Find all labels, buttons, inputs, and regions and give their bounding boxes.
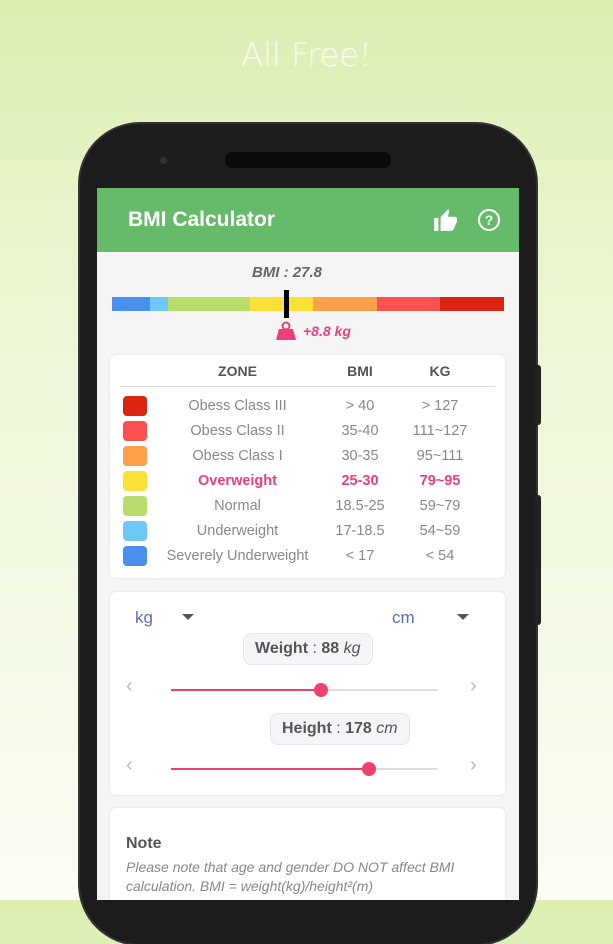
table-row: Severely Underweight < 17 < 54	[110, 543, 505, 568]
weight-unit-select[interactable]: kg	[135, 608, 153, 627]
weight-label: Weight	[255, 640, 309, 657]
zone-table-card: ZONE BMI KG Obess Class III > 40 > 127 O…	[110, 355, 505, 578]
table-row: Overweight 25-30 79~95	[110, 468, 505, 493]
weight-slider-thumb[interactable]	[313, 683, 328, 697]
zone-bmi: 30-35	[341, 447, 379, 464]
table-row: Underweight 17-18.5 54~59	[110, 518, 505, 543]
height-label: Height	[282, 720, 332, 737]
zone-name: Normal	[214, 497, 261, 514]
height-unit-select[interactable]: cm	[392, 608, 415, 627]
weight-gain-label: +8.8 kg	[303, 323, 351, 339]
height-decrease-button[interactable]: ‹	[126, 754, 133, 776]
chevron-down-icon[interactable]	[182, 614, 194, 620]
height-slider[interactable]	[171, 762, 438, 776]
zone-color-swatch	[123, 545, 147, 566]
gauge-segment	[377, 297, 440, 311]
table-row: Obess Class II 35-40 111~127	[110, 418, 505, 443]
promo-title: All Free!	[241, 36, 372, 74]
zone-color-swatch	[123, 420, 147, 441]
bmi-gauge-bar	[112, 297, 504, 311]
zone-bmi: 35-40	[341, 422, 379, 439]
header-bmi: BMI	[347, 362, 373, 379]
table-row: Obess Class I 30-35 95~111	[110, 443, 505, 468]
height-value: 178	[345, 720, 372, 737]
table-row: Normal 18.5-25 59~79	[110, 493, 505, 518]
weight-gain-indicator: +8.8 kg	[275, 321, 351, 341]
zone-bmi: 25-30	[341, 472, 379, 489]
gauge-segment	[440, 297, 504, 311]
gauge-segment	[150, 297, 168, 311]
weight-unit: kg	[343, 640, 361, 657]
zone-bmi: 17-18.5	[335, 522, 385, 539]
table-header: ZONE BMI KG	[120, 355, 495, 387]
height-increase-button[interactable]: ›	[470, 754, 477, 776]
app-screen: BMI Calculator ? BMI : 27.8 +8.8 kg ZONE…	[97, 188, 519, 900]
note-body: Please note that age and gender DO NOT a…	[126, 859, 455, 894]
height-value-pill: Height : 178 cm	[270, 713, 410, 745]
zone-kg: > 127	[421, 397, 459, 414]
help-circle-icon[interactable]: ?	[476, 207, 502, 233]
height-unit: cm	[376, 720, 398, 737]
gauge-segment	[168, 297, 250, 311]
note-title: Note	[126, 835, 162, 852]
zone-name: Overweight	[198, 472, 277, 489]
zone-bmi: > 40	[345, 397, 375, 414]
zone-color-swatch	[123, 395, 147, 416]
weight-value: 88	[321, 640, 340, 657]
zone-kg: 59~79	[419, 497, 461, 514]
zone-bmi: 18.5-25	[335, 497, 385, 514]
height-slider-thumb[interactable]	[361, 762, 376, 776]
header-kg: KG	[429, 362, 451, 379]
zone-bmi: < 17	[345, 547, 375, 564]
gauge-segment	[112, 297, 150, 311]
note-card: Note Please note that age and gender DO …	[110, 808, 505, 900]
zone-color-swatch	[123, 520, 147, 541]
phone-speaker	[225, 152, 391, 168]
app-title: BMI Calculator	[128, 208, 276, 231]
chevron-down-icon[interactable]	[457, 614, 469, 620]
zone-name: Obess Class I	[192, 447, 283, 464]
phone-button	[535, 365, 541, 425]
gauge-segment	[313, 297, 377, 311]
header-zone: ZONE	[218, 362, 257, 379]
weight-slider-fill	[171, 689, 321, 691]
zone-kg: 54~59	[419, 522, 461, 539]
zone-color-swatch	[123, 470, 147, 491]
zone-color-swatch	[123, 445, 147, 466]
input-card: kg cm Weight : 88 kg ‹ › Height : 178 cm…	[110, 592, 505, 795]
zone-kg: < 54	[425, 547, 455, 564]
zone-kg: 111~127	[412, 422, 468, 439]
zone-color-swatch	[123, 495, 147, 516]
zone-kg: 95~111	[416, 447, 464, 464]
weight-increase-button[interactable]: ›	[470, 675, 477, 697]
app-bar: BMI Calculator ?	[97, 188, 519, 252]
svg-text:?: ?	[485, 212, 494, 228]
zone-name: Underweight	[196, 522, 279, 539]
zone-kg: 79~95	[419, 472, 461, 489]
bmi-value: BMI : 27.8	[251, 264, 323, 281]
phone-button	[535, 495, 541, 625]
thumbs-up-icon[interactable]	[433, 207, 459, 233]
zone-name: Severely Underweight	[166, 547, 309, 564]
weight-slider[interactable]	[171, 683, 438, 697]
bmi-marker	[284, 290, 289, 318]
weight-icon	[276, 321, 296, 340]
gauge-segment	[250, 297, 313, 311]
zone-name: Obess Class III	[188, 397, 287, 414]
table-row: Obess Class III > 40 > 127	[110, 393, 505, 418]
weight-value-pill: Weight : 88 kg	[243, 633, 373, 665]
phone-camera	[160, 157, 167, 164]
weight-decrease-button[interactable]: ‹	[126, 675, 133, 697]
height-slider-fill	[171, 768, 369, 770]
zone-name: Obess Class II	[190, 422, 285, 439]
